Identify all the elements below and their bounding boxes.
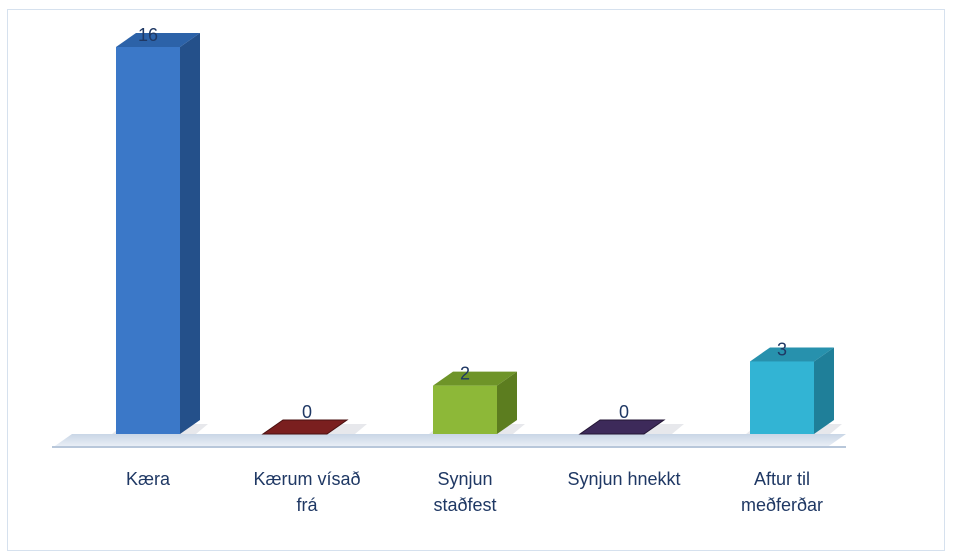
- category-label: Kærum vísað frá: [253, 469, 360, 515]
- bar-top-face: [116, 33, 200, 47]
- category-label: Synjun staðfest: [433, 469, 496, 515]
- bar-side-face: [180, 33, 200, 434]
- category-label-line: Synjun hnekkt: [567, 469, 680, 489]
- bar-value-label: 2: [460, 364, 470, 384]
- bar-front-face: [750, 361, 814, 434]
- floor-plane: [52, 434, 846, 448]
- bar-3: [429, 371, 525, 434]
- bar-value-label: 16: [138, 25, 158, 45]
- category-label-line: Synjun: [437, 469, 492, 489]
- category-label-line: Aftur til: [754, 469, 810, 489]
- bar-front-face: [116, 47, 180, 434]
- category-label-line: frá: [296, 495, 318, 515]
- chart-value-labels: 16 0 2 0 3: [138, 25, 787, 422]
- bar-value-label: 0: [619, 402, 629, 422]
- chart-floor: [52, 434, 846, 448]
- category-label: Synjun hnekkt: [567, 469, 680, 489]
- category-label-line: Kæra: [126, 469, 171, 489]
- category-label-line: staðfest: [433, 495, 496, 515]
- bar-top-face: [750, 347, 834, 362]
- bar-value-label: 0: [302, 402, 312, 422]
- bar-5: [746, 347, 842, 434]
- bar-top-face: [433, 371, 517, 386]
- bar-zero-slab: [261, 419, 349, 435]
- bar-value-label: 3: [777, 339, 787, 359]
- bar-front-face: [433, 385, 497, 434]
- category-label-line: Kærum vísað: [253, 469, 360, 489]
- bar-zero-slab: [578, 419, 666, 435]
- chart-category-labels: Kæra Kærum vísað frá Synjun staðfest Synjun h…: [126, 469, 823, 515]
- category-label: Aftur til meðferðar: [741, 469, 823, 515]
- bar-2: [261, 419, 367, 435]
- bar-side-face: [814, 347, 834, 434]
- bar-side-face: [497, 371, 517, 434]
- chart-bars: [112, 33, 842, 435]
- bar-1: [112, 33, 208, 434]
- bar-4: [578, 419, 684, 435]
- category-label: Kæra: [126, 469, 171, 489]
- category-label-line: meðferðar: [741, 495, 823, 515]
